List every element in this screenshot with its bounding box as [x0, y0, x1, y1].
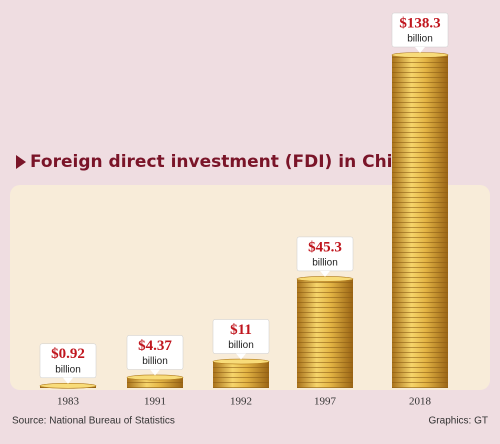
callout-pointer [150, 369, 160, 376]
value-label: $11 [230, 322, 252, 338]
coin-edges [392, 55, 448, 388]
value-label: $138.3 [399, 15, 440, 31]
chart-title: Foreign direct investment (FDI) in China [30, 152, 416, 172]
coin-edges [297, 278, 353, 388]
unit-label: billion [228, 340, 254, 351]
credit: Graphics: GT [429, 416, 488, 427]
callout-pointer [415, 47, 425, 53]
coin-edges [213, 361, 269, 388]
value-label: $45.3 [308, 239, 342, 255]
x-tick-label: 1992 [230, 396, 252, 408]
coin-top [296, 276, 354, 282]
unit-label: billion [312, 258, 338, 269]
coin-top [39, 382, 97, 389]
unit-label: billion [55, 364, 81, 375]
source: Source: National Bureau of Statistics [12, 416, 175, 427]
coin-edges [127, 377, 183, 388]
coin-top [391, 52, 449, 58]
callout-pointer [320, 270, 330, 277]
x-tick-label: 1983 [57, 396, 80, 408]
unit-label: billion [407, 34, 433, 45]
title-marker [16, 155, 26, 169]
callout-pointer [236, 353, 246, 360]
unit-label: billion [142, 356, 168, 367]
callout-pointer [63, 377, 73, 384]
x-tick-label: 2018 [409, 396, 432, 408]
value-label: $0.92 [51, 346, 85, 362]
x-tick-label: 1991 [144, 396, 166, 408]
value-label: $4.37 [138, 338, 172, 354]
coin-top [126, 374, 184, 381]
x-tick-label: 1997 [314, 396, 337, 408]
coin-top [212, 358, 270, 365]
